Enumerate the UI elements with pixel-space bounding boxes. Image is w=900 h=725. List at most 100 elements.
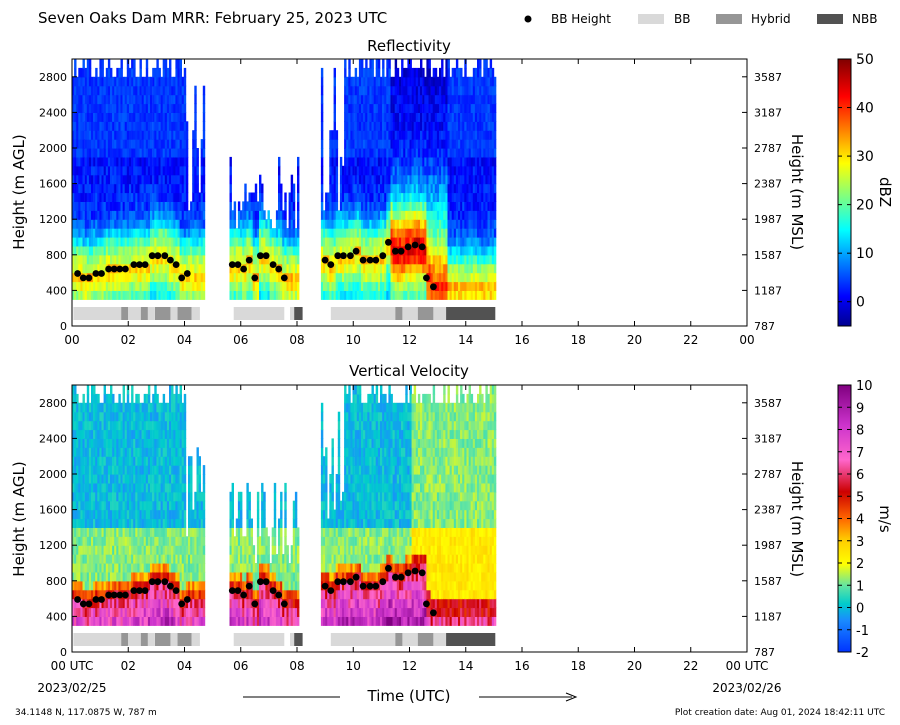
field-cell: [129, 103, 132, 113]
field-cell: [188, 272, 191, 283]
field-cell: [329, 254, 332, 265]
field-cell: [233, 281, 237, 291]
field-cell: [76, 482, 79, 493]
field-cell: [286, 254, 289, 265]
field-cell: [394, 228, 398, 238]
field-cell: [428, 290, 431, 300]
field-cell: [380, 165, 383, 176]
field-cell: [200, 254, 204, 265]
field-cell: [405, 165, 408, 176]
field-cell: [447, 76, 450, 87]
field-cell: [122, 438, 125, 448]
field-cell: [99, 76, 102, 87]
field-cell: [158, 67, 161, 78]
field-cell: [422, 94, 425, 105]
field-cell: [415, 210, 419, 220]
field-cell: [417, 254, 421, 265]
field-cell: [413, 192, 417, 202]
field-cell: [93, 465, 96, 475]
field-cell: [133, 245, 136, 256]
field-cell: [169, 245, 172, 256]
field-cell: [229, 201, 232, 211]
field-cell: [388, 76, 391, 87]
field-cell: [188, 210, 191, 220]
field-cell: [173, 210, 176, 220]
field-cell: [401, 183, 404, 194]
field-cell: [420, 94, 423, 105]
field-cell: [116, 545, 119, 555]
field-cell: [160, 219, 163, 229]
field-cell: [131, 500, 134, 511]
field-cell: [386, 148, 389, 158]
field-cell: [135, 545, 138, 555]
field-cell: [233, 263, 237, 274]
field-cell: [382, 148, 385, 158]
field-cell: [320, 272, 324, 283]
field-cell: [474, 254, 478, 265]
x-tick-label: 02: [121, 333, 136, 347]
field-cell: [107, 474, 111, 484]
field-cell: [337, 245, 341, 256]
field-cell: [99, 59, 102, 69]
field-cell: [462, 290, 465, 300]
field-cell: [185, 210, 189, 220]
field-cell: [162, 67, 166, 78]
field-cell: [154, 67, 157, 78]
field-cell: [194, 121, 197, 131]
field-cell: [107, 456, 111, 466]
field-cell: [126, 76, 130, 87]
field-cell: [133, 571, 136, 582]
field-cell: [120, 465, 123, 475]
field-cell: [97, 616, 100, 626]
field-cell: [175, 192, 178, 202]
field-cell: [103, 482, 106, 493]
field-cell: [399, 121, 402, 131]
field-cell: [479, 59, 482, 69]
field-cell: [474, 139, 478, 149]
field-cell: [78, 580, 81, 591]
field-cell: [248, 219, 251, 229]
field-cell: [192, 165, 195, 176]
field-cell: [72, 438, 75, 448]
field-cell: [489, 174, 493, 185]
field-cell: [82, 402, 85, 413]
field-cell: [97, 554, 100, 564]
field-cell: [112, 474, 115, 484]
field-cell: [464, 76, 467, 87]
field-cell: [93, 121, 96, 131]
field-cell: [82, 156, 85, 167]
field-cell: [464, 112, 467, 122]
field-cell: [348, 139, 351, 149]
field-cell: [434, 192, 438, 202]
field-cell: [329, 281, 332, 291]
field-cell: [388, 183, 391, 194]
field-cell: [333, 272, 336, 283]
field-cell: [78, 237, 81, 247]
field-cell: [175, 272, 178, 283]
field-cell: [129, 456, 132, 466]
field-cell: [453, 272, 457, 283]
field-cell: [93, 438, 96, 448]
field-cell: [371, 174, 374, 185]
field-cell: [365, 245, 368, 256]
field-cell: [120, 447, 123, 457]
field-cell: [445, 59, 448, 69]
field-cell: [263, 228, 266, 238]
field-cell: [436, 281, 440, 291]
field-cell: [124, 554, 128, 564]
field-cell: [129, 192, 132, 202]
field-cell: [325, 272, 328, 283]
field-cell: [101, 210, 104, 220]
field-cell: [88, 420, 92, 431]
field-cell: [403, 201, 406, 211]
field-cell: [162, 130, 166, 140]
field-cell: [479, 183, 482, 194]
field-cell: [428, 112, 431, 122]
field-cell: [422, 76, 425, 87]
bb-type-bar: [402, 307, 418, 320]
field-cell: [192, 228, 195, 238]
field-cell: [80, 607, 83, 617]
field-cell: [169, 219, 172, 229]
field-cell: [110, 385, 113, 395]
field-cell: [137, 290, 140, 300]
